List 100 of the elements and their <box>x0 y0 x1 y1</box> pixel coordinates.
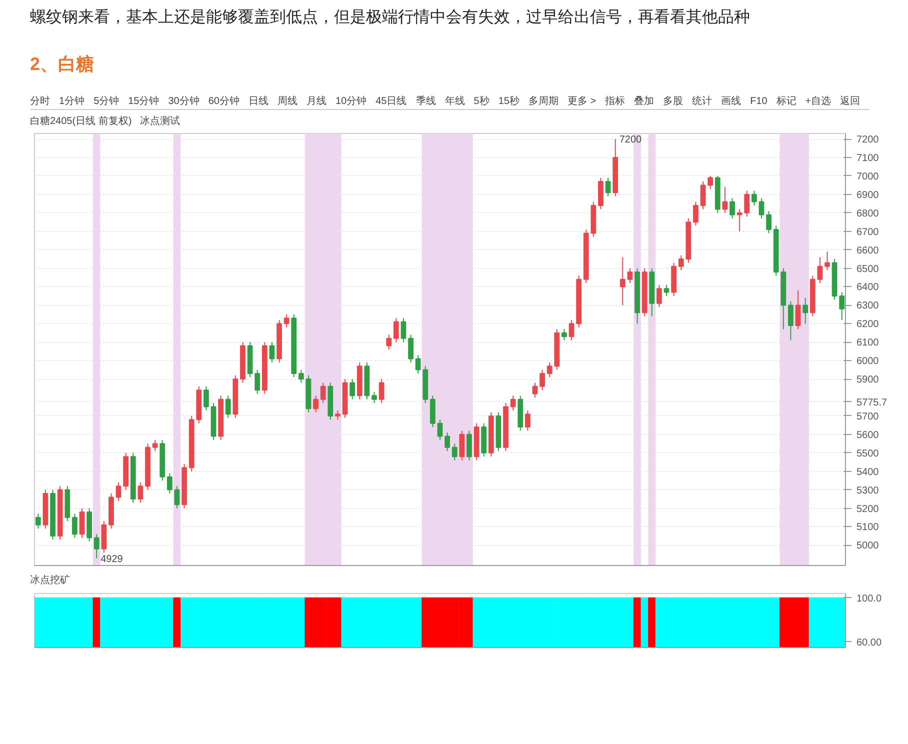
candlestick <box>254 370 260 395</box>
candlestick <box>562 328 567 342</box>
candlestick <box>415 354 421 374</box>
candlestick <box>430 395 436 428</box>
y-tick-label: 5775.7 <box>856 398 888 409</box>
candlestick <box>693 202 698 227</box>
candlestick <box>817 256 823 284</box>
text: 标记 <box>776 96 796 107</box>
text: 返回 <box>840 96 860 107</box>
text: 分时 <box>30 96 50 107</box>
y-tick-label: 6500 <box>856 264 880 276</box>
y-tick-label: 60.00 <box>856 637 882 648</box>
candlestick <box>620 256 626 306</box>
text: 更多 > <box>567 96 596 107</box>
candlestick <box>372 392 377 404</box>
y-tick-label: 5900 <box>856 374 880 386</box>
text: 10分钟 <box>336 96 367 107</box>
candlestick <box>313 395 318 414</box>
candlestick <box>94 534 100 560</box>
candlestick <box>101 520 107 554</box>
candlestick <box>758 198 764 220</box>
text: 45日线 <box>376 96 407 107</box>
candlestick <box>269 342 275 364</box>
text: 周线 <box>278 96 298 107</box>
candlestick <box>627 268 633 284</box>
y-tick-label: 6600 <box>856 246 880 257</box>
candlestick <box>656 284 662 308</box>
candlestick <box>400 318 406 343</box>
candlestick <box>459 430 465 462</box>
candlestick <box>788 301 794 342</box>
y-tick-label: 7100 <box>856 153 880 164</box>
text: 5分钟 <box>94 96 120 107</box>
candlestick <box>225 395 231 419</box>
y-tick-label: 6900 <box>856 190 880 202</box>
y-tick-label: 5100 <box>856 522 880 534</box>
candlestick <box>466 430 472 462</box>
text: 日线 <box>248 96 268 107</box>
candlestick <box>700 181 706 210</box>
candlestick <box>605 178 611 198</box>
candlestick <box>532 382 538 398</box>
candlestick <box>284 314 290 328</box>
candlestick <box>766 210 772 234</box>
y-tick-label: 5700 <box>856 412 880 423</box>
y-tick-label: 6800 <box>856 208 880 220</box>
annotation: 4929 <box>100 554 124 566</box>
candlestick <box>298 370 304 384</box>
text: 30分钟 <box>168 96 200 107</box>
text: 15分钟 <box>128 96 160 107</box>
text: 季线 <box>416 96 436 107</box>
candlestick <box>138 482 144 504</box>
candlestick <box>751 190 757 206</box>
candlestick <box>378 378 384 404</box>
y-tick-label: 5200 <box>856 504 880 516</box>
y-tick-label: 6000 <box>856 356 880 368</box>
candlestick <box>708 176 714 190</box>
candlestick <box>744 190 750 218</box>
chart-title: 冰点挖矿 <box>30 574 70 588</box>
candlestick <box>437 419 443 441</box>
text: 15秒 <box>498 96 520 107</box>
candlestick <box>510 395 516 412</box>
text: 螺纹钢来看，基本上还是能够覆盖到低点，但是极端行情中会有失效，过早给出信号，再看看其他品种 <box>30 8 751 28</box>
candlestick <box>524 410 530 432</box>
candlestick <box>204 386 209 412</box>
candlestick <box>408 334 414 364</box>
text: 多周期 <box>528 96 558 107</box>
text: 年线 <box>444 96 465 107</box>
annotation: 7200 <box>619 134 642 146</box>
candlestick <box>722 186 728 214</box>
y-tick-label: 5600 <box>856 430 880 442</box>
candlestick <box>444 432 450 452</box>
candlestick <box>802 298 808 324</box>
candlestick <box>152 440 158 452</box>
candlestick <box>350 378 356 400</box>
text: 60分钟 <box>208 96 240 107</box>
text: 叠加 <box>634 96 654 107</box>
candlestick <box>730 198 735 220</box>
candlestick <box>320 382 326 404</box>
text: 多股 <box>663 96 684 107</box>
candlestick <box>393 318 399 343</box>
y-tick-label: 5000 <box>856 540 880 552</box>
candlestick <box>79 508 85 539</box>
text: 指标 <box>605 96 626 107</box>
candlestick <box>678 255 684 271</box>
candlestick <box>664 284 670 297</box>
candlestick <box>824 251 830 271</box>
text: F10 <box>750 96 768 107</box>
y-tick-label: 5400 <box>856 467 880 478</box>
y-tick-label: 6400 <box>856 282 880 294</box>
candlestick <box>540 370 545 391</box>
text: +自选 <box>805 96 832 107</box>
candlestick <box>546 362 552 378</box>
candlestick <box>386 334 392 350</box>
text: 白糖2405(日线 前复权) 冰点测试 <box>30 116 180 127</box>
y-tick-label: 100.0 <box>856 592 882 604</box>
candlestick <box>166 472 172 494</box>
candlestick <box>839 292 845 321</box>
chart-title: 2、白糖 <box>30 53 94 76</box>
candlestick <box>116 482 122 502</box>
text: 月线 <box>306 96 326 107</box>
y-tick-label: 7000 <box>856 172 880 183</box>
